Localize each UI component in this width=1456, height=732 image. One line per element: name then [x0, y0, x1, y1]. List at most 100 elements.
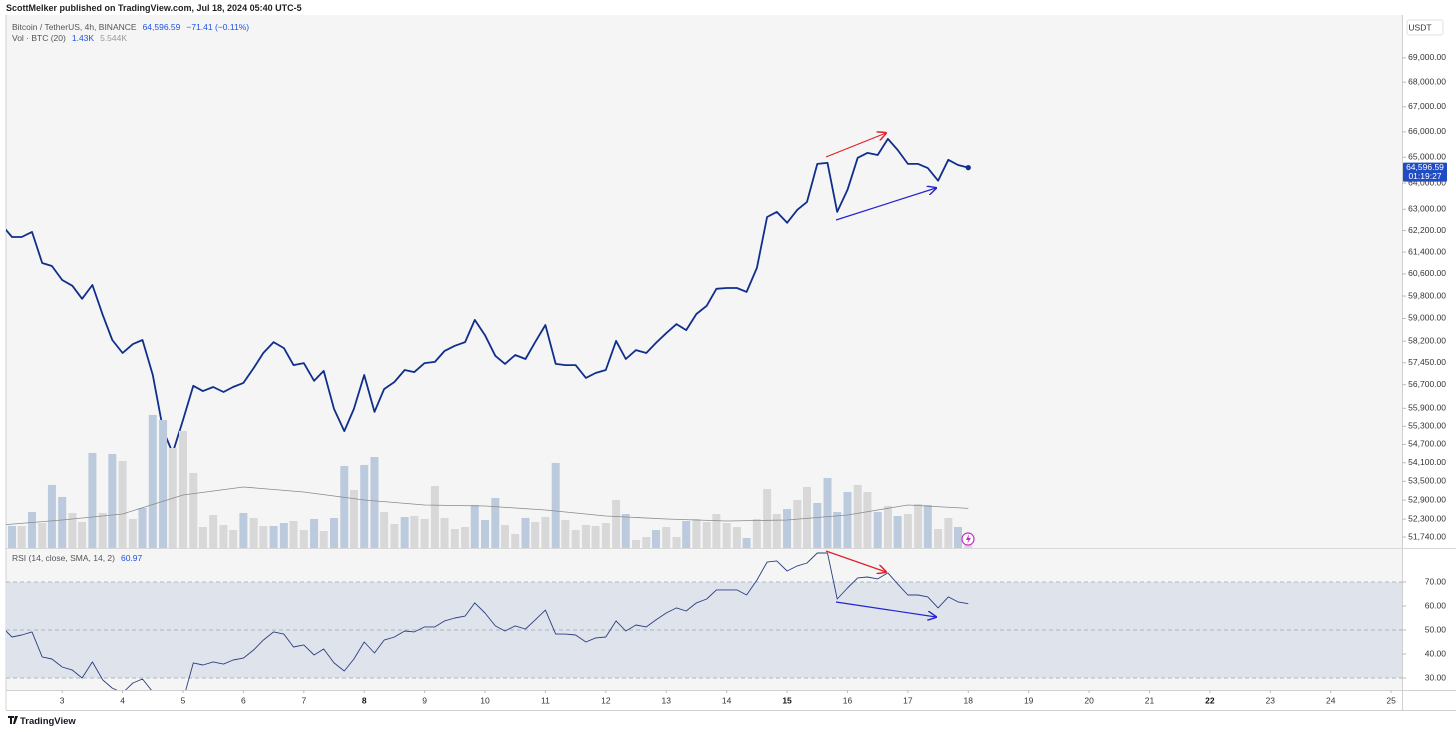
y-tick-label: 56,700.00	[1408, 379, 1446, 389]
volume-bar	[481, 519, 490, 548]
volume-bar	[883, 505, 892, 548]
volume-bar	[68, 512, 77, 548]
volume-bar	[934, 528, 943, 548]
footer-brand: TradingView	[20, 716, 76, 727]
volume-bar	[561, 519, 570, 548]
rsi-title: RSI (14, close, SMA, 14, 2)	[12, 553, 115, 563]
volume-bar	[833, 511, 842, 548]
volume-bar	[229, 529, 238, 548]
y-tick-label: 54,100.00	[1408, 457, 1446, 467]
y-tick-label: 55,900.00	[1408, 403, 1446, 413]
rsi-legend: RSI (14, close, SMA, 14, 2) 60.97	[12, 553, 148, 563]
volume-bar	[621, 513, 630, 548]
x-tick-label: 24	[1326, 695, 1336, 705]
volume-bar	[843, 491, 852, 548]
symbol-title: Bitcoin / TetherUS, 4h, BINANCE	[12, 22, 137, 32]
volume-bar	[189, 472, 198, 548]
volume-bar	[108, 453, 117, 548]
y-tick-label: 54,700.00	[1408, 439, 1446, 449]
currency-box[interactable]	[1406, 19, 1444, 36]
volume-bar	[531, 521, 540, 548]
volume-bar	[672, 536, 681, 548]
volume-bar	[551, 462, 560, 548]
x-tick-label: 13	[662, 695, 672, 705]
volume-bar	[682, 520, 691, 548]
currency-label: USDT	[1408, 22, 1431, 32]
volume-bar	[98, 512, 107, 548]
volume-bar	[612, 499, 621, 548]
volume-legend: Vol · BTC (20) 1.43K 5.544K	[12, 33, 133, 43]
divergence-arrow	[825, 133, 886, 158]
y-tick-label: 51,740.00	[1408, 531, 1446, 541]
y-tick-label: 70.00	[1425, 576, 1447, 586]
volume-bar	[923, 504, 932, 548]
volume-title: Vol · BTC (20)	[12, 33, 66, 43]
volume-bar	[491, 497, 500, 548]
volume-bar	[269, 525, 278, 548]
volume-bar	[591, 525, 600, 548]
y-tick-label: 55,300.00	[1408, 421, 1446, 431]
y-tick-label: 68,000.00	[1408, 76, 1446, 86]
volume-bar	[370, 456, 379, 548]
y-tick-label: 58,200.00	[1408, 335, 1446, 345]
volume-bar	[651, 529, 660, 548]
volume-bar	[470, 504, 479, 548]
volume-bar	[662, 526, 671, 548]
volume-bar	[722, 522, 731, 548]
volume-bar	[914, 503, 923, 548]
y-tick-label: 63,000.00	[1408, 204, 1446, 214]
volume-bar	[289, 520, 298, 548]
volume-bar	[571, 529, 580, 548]
volume-bar	[8, 525, 17, 548]
marks: 69,000.00 68,000.00 67,000.00 66,000.00 65,0…	[6, 52, 1447, 705]
volume-bar	[712, 513, 721, 548]
volume-bar	[259, 525, 268, 548]
volume-bar	[410, 515, 419, 548]
publisher-line: ScottMelker published on TradingView.com…	[6, 3, 302, 13]
rsi-line	[6, 552, 969, 690]
volume-bar	[178, 430, 187, 548]
plot-background	[6, 15, 1402, 690]
volume-bar	[38, 522, 47, 548]
volume-bar	[763, 488, 772, 548]
volume-bar	[249, 517, 258, 548]
volume-bar	[138, 507, 147, 548]
y-tick-label: 64,000.00	[1408, 177, 1446, 187]
y-tick-label: 59,800.00	[1408, 290, 1446, 300]
volume-bar	[642, 536, 651, 548]
y-tick-label: 53,500.00	[1408, 476, 1446, 486]
y-tick-label: 67,000.00	[1408, 101, 1446, 111]
volume-bar	[47, 484, 56, 548]
volume-bar	[500, 524, 509, 548]
y-tick-label: 52,300.00	[1408, 513, 1446, 523]
price-change: −71.41 (−0.11%)	[186, 22, 250, 32]
volume-bar	[198, 526, 207, 548]
last-price-label: 64,596.59	[1406, 162, 1444, 172]
volume-bar	[219, 524, 228, 548]
x-tick-label: 23	[1266, 695, 1276, 705]
y-tick-label: 62,200.00	[1408, 225, 1446, 235]
volume-bar	[310, 518, 319, 548]
x-tick-label: 7	[301, 695, 306, 705]
volume-bar	[239, 512, 248, 548]
y-tick-label: 61,400.00	[1408, 246, 1446, 256]
x-tick-label: 4	[120, 695, 125, 705]
y-tick-label: 52,900.00	[1408, 494, 1446, 504]
lightning-icon[interactable]	[961, 532, 975, 546]
volume-bar	[601, 522, 610, 548]
volume-bar	[783, 508, 792, 548]
divergence-arrow	[835, 188, 936, 221]
x-tick-label: 10	[480, 695, 490, 705]
x-tick-label: 11	[541, 695, 550, 705]
x-tick-label: 17	[903, 695, 913, 705]
rsi-value: 60.97	[120, 553, 143, 563]
volume-bar	[873, 511, 882, 548]
last-price-box	[1403, 162, 1447, 182]
volume-bar	[521, 517, 530, 548]
volume-bar	[893, 515, 902, 548]
volume-bar	[128, 518, 137, 548]
volume-bar	[742, 537, 751, 548]
x-tick-label: 21	[1145, 695, 1155, 705]
